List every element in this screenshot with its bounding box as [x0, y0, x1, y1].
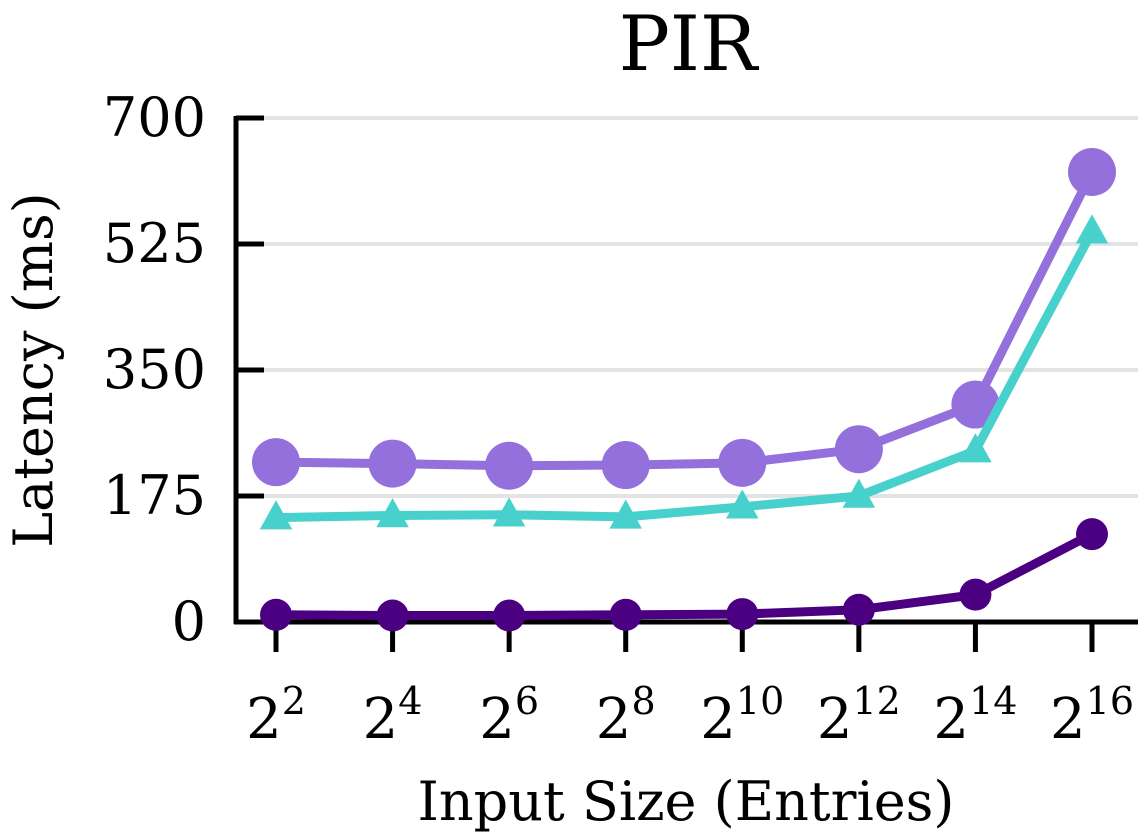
x-tick-exponent: 6: [515, 679, 539, 723]
x-tick-label: 216: [1050, 679, 1134, 752]
x-tick-label: 212: [817, 679, 901, 752]
x-tick-base: 2: [479, 687, 515, 752]
data-point: [368, 439, 417, 488]
x-tick-label: 24: [363, 679, 423, 752]
x-tick-label: 28: [596, 679, 656, 752]
x-tick-exponent: 10: [736, 679, 784, 723]
series-series-1: [252, 148, 1116, 490]
y-tick-label: 175: [103, 464, 206, 527]
data-point: [609, 499, 642, 529]
x-tick-base: 2: [817, 687, 853, 752]
data-point: [726, 598, 759, 631]
x-tick-base: 2: [700, 687, 736, 752]
series-line: [271, 529, 1097, 621]
data-point: [252, 438, 300, 487]
data-point: [726, 489, 759, 519]
y-axis-label: Latency (ms): [2, 192, 65, 547]
data-point: [1075, 214, 1109, 244]
series: [252, 148, 1116, 632]
x-tick-exponent: 12: [852, 679, 900, 723]
x-tick-base: 2: [596, 687, 632, 752]
chart-title: PIR: [619, 0, 760, 88]
x-tick-label: 22: [246, 679, 306, 752]
y-tick-label: 350: [103, 338, 206, 401]
x-tick-label: 210: [700, 679, 784, 752]
data-point: [959, 433, 992, 463]
axes: [233, 115, 1138, 652]
data-point: [485, 441, 534, 490]
x-tick-label: 26: [479, 679, 539, 752]
series-series-3: [260, 518, 1108, 632]
data-point: [959, 578, 992, 611]
y-tick-label: 700: [103, 86, 206, 149]
data-point: [1076, 518, 1108, 551]
data-point: [376, 599, 409, 632]
data-point: [1068, 148, 1116, 196]
x-tick-exponent: 16: [1086, 679, 1134, 723]
x-tick-base: 2: [1050, 687, 1086, 752]
data-point: [834, 425, 883, 474]
data-point: [842, 478, 876, 508]
x-tick-exponent: 8: [631, 679, 655, 723]
data-point: [493, 599, 526, 632]
x-tick-label: 214: [933, 679, 1017, 752]
data-point: [951, 380, 1000, 429]
data-point: [260, 598, 292, 631]
x-axis-label: Input Size (Entries): [418, 770, 955, 833]
data-point: [601, 441, 650, 490]
x-tick-exponent: 2: [282, 679, 306, 723]
data-point: [609, 598, 642, 631]
x-tick-exponent: 14: [969, 679, 1017, 723]
data-point: [842, 593, 875, 626]
x-tick-base: 2: [363, 687, 399, 752]
x-tick-exponent: 4: [398, 679, 422, 723]
data-point: [492, 497, 526, 527]
series-line: [271, 227, 1097, 523]
data-point: [376, 498, 409, 528]
x-tick-base: 2: [246, 687, 282, 752]
x-tick-base: 2: [933, 687, 969, 752]
gridlines: [236, 116, 1138, 498]
data-point: [718, 438, 767, 487]
y-tick-label: 0: [172, 590, 206, 653]
series-series-2: [259, 214, 1109, 530]
y-tick-label: 525: [103, 212, 206, 275]
data-point: [259, 500, 293, 530]
